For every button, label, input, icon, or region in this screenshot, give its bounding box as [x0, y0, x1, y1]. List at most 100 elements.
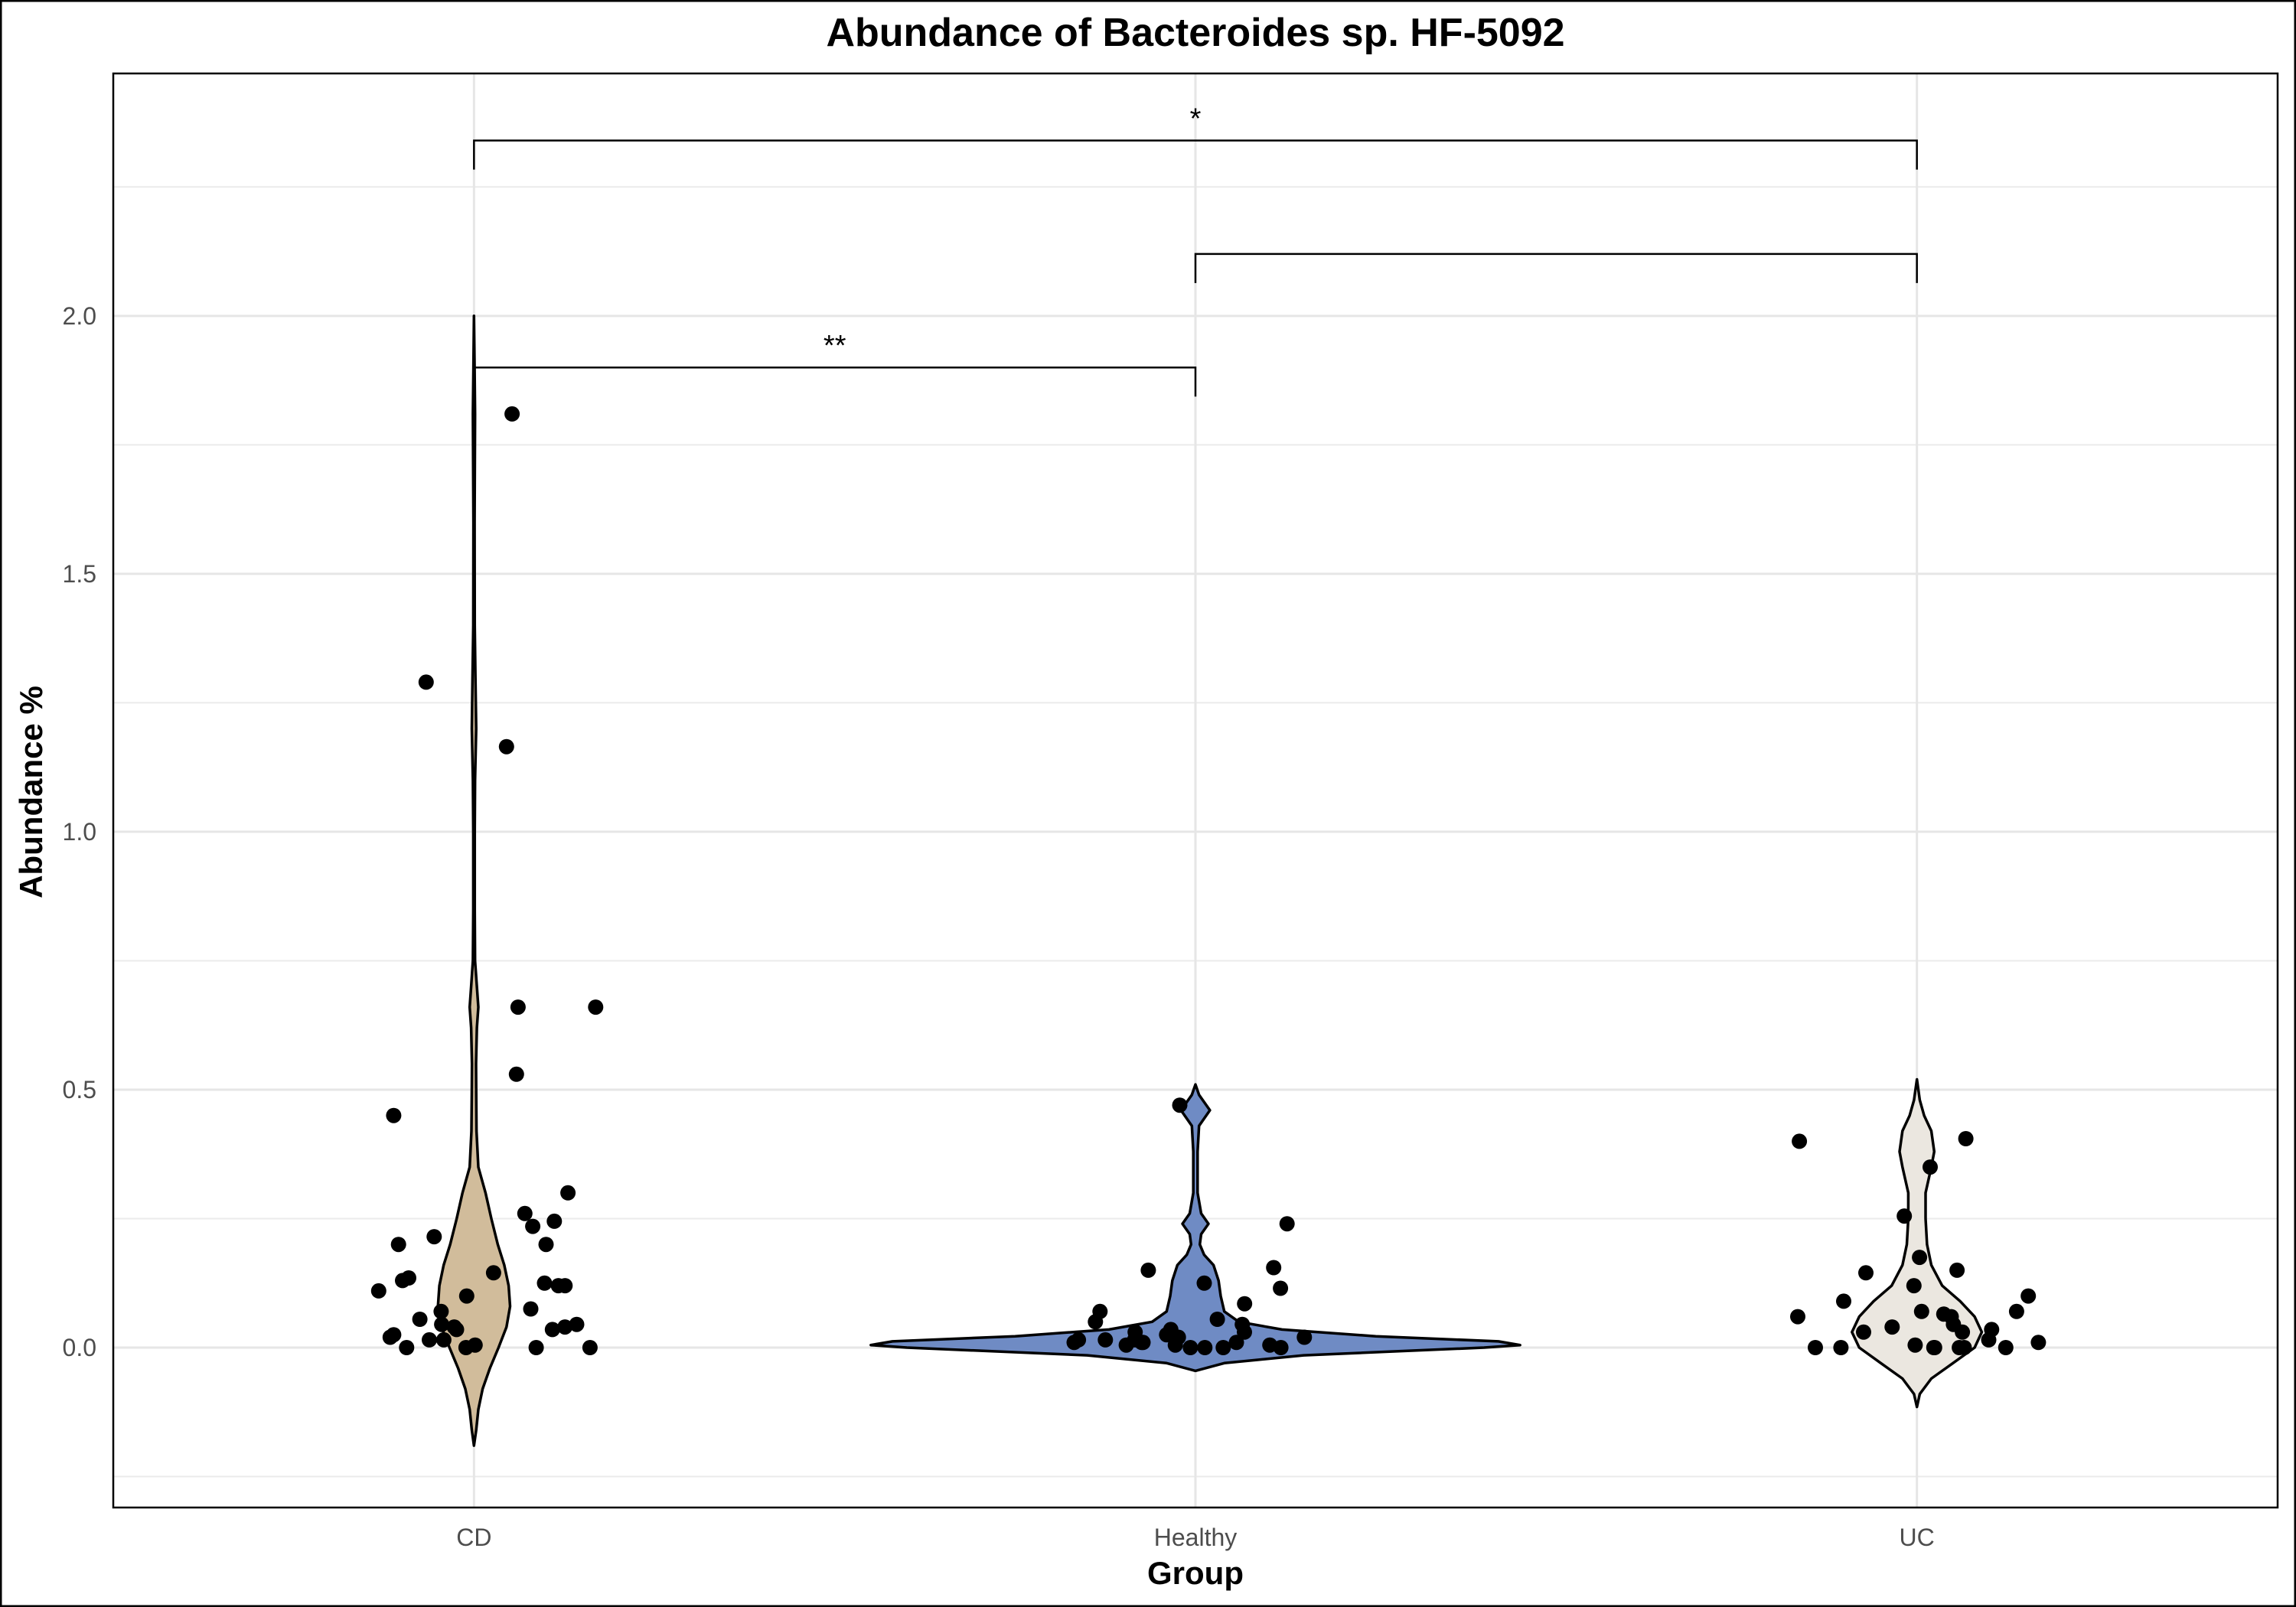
data-point: [560, 1185, 576, 1201]
data-point: [382, 1329, 398, 1345]
data-point: [399, 1340, 415, 1355]
data-point: [1912, 1250, 1928, 1266]
data-point: [434, 1316, 450, 1332]
data-point: [525, 1218, 541, 1234]
data-point: [418, 674, 434, 690]
data-point: [386, 1107, 402, 1123]
data-point: [1833, 1340, 1849, 1355]
x-tick-label: CD: [456, 1524, 491, 1551]
data-point: [1167, 1337, 1183, 1353]
data-point: [390, 1237, 406, 1253]
data-point: [1836, 1293, 1851, 1309]
data-point: [1906, 1278, 1922, 1294]
y-tick-label: 1.0: [63, 818, 96, 846]
data-point: [458, 1340, 474, 1355]
data-point: [1237, 1296, 1253, 1312]
violin-cd: [436, 315, 512, 1447]
data-point: [536, 1275, 553, 1291]
x-axis-title: Group: [1147, 1555, 1244, 1591]
data-point: [1949, 1262, 1965, 1278]
data-point: [458, 1288, 475, 1304]
data-point: [1808, 1340, 1823, 1355]
data-point: [1088, 1314, 1104, 1330]
significance-label: *: [1190, 103, 1202, 135]
data-point: [528, 1340, 544, 1355]
data-point: [508, 1066, 524, 1082]
data-point: [1955, 1324, 1971, 1340]
data-point: [1097, 1332, 1114, 1348]
data-point: [1266, 1260, 1282, 1276]
data-point: [582, 1340, 598, 1355]
data-point: [1296, 1329, 1313, 1345]
data-point: [2008, 1303, 2024, 1319]
significance-bracket: [473, 139, 1918, 170]
data-point: [370, 1283, 386, 1299]
data-point: [1279, 1216, 1295, 1232]
data-point: [1923, 1159, 1938, 1175]
y-tick-label: 2.0: [63, 302, 96, 330]
data-point: [1884, 1319, 1900, 1335]
violin-healthy: [869, 1083, 1521, 1373]
data-point: [422, 1332, 437, 1348]
data-point: [1133, 1335, 1150, 1351]
plot-area: 0.00.51.01.52.0CD Healthy UC***: [63, 72, 2279, 1551]
data-point: [395, 1273, 410, 1289]
data-point: [1792, 1133, 1808, 1149]
y-axis-title: Abundance %: [13, 686, 49, 898]
data-point: [1981, 1332, 1997, 1348]
data-point: [433, 1303, 449, 1319]
y-tick-label: 1.5: [63, 560, 96, 588]
data-point: [546, 1213, 563, 1229]
data-point: [1790, 1309, 1805, 1325]
data-point: [1209, 1312, 1225, 1327]
data-point: [2020, 1288, 2037, 1304]
data-point: [510, 999, 526, 1015]
data-point: [517, 1205, 533, 1221]
x-tick-label: Healthy: [1154, 1524, 1238, 1551]
data-point: [1913, 1303, 1929, 1319]
data-point: [1172, 1097, 1188, 1113]
data-point: [1182, 1340, 1199, 1355]
data-point: [412, 1312, 428, 1327]
x-tick-label: UC: [1900, 1524, 1935, 1551]
data-point: [1858, 1265, 1874, 1281]
data-point: [498, 738, 514, 755]
significance-label: **: [823, 330, 846, 362]
data-point: [1237, 1324, 1252, 1340]
data-point: [569, 1316, 585, 1332]
data-point: [448, 1322, 465, 1338]
data-point: [1273, 1280, 1289, 1296]
data-point: [557, 1319, 573, 1335]
data-point: [1118, 1337, 1134, 1353]
y-tick-label: 0.5: [63, 1076, 96, 1103]
data-point: [1228, 1335, 1244, 1351]
data-point: [1196, 1275, 1212, 1291]
data-point: [504, 406, 520, 422]
data-point: [435, 1332, 452, 1348]
data-point: [1197, 1340, 1213, 1355]
significance-bracket: [473, 366, 1197, 397]
data-point: [523, 1301, 539, 1317]
data-point: [538, 1237, 554, 1253]
data-point: [544, 1322, 560, 1338]
data-point: [550, 1278, 566, 1294]
data-point: [1958, 1131, 1974, 1146]
data-point: [426, 1229, 442, 1245]
chart-title: Abundance of Bacteroides sp. HF-5092: [826, 11, 1564, 55]
data-point: [1956, 1340, 1972, 1355]
data-point: [1907, 1337, 1923, 1353]
data-point: [1273, 1340, 1289, 1355]
plot-panel-border: [112, 72, 2279, 1509]
data-point: [1926, 1340, 1942, 1355]
significance-bracket: [1194, 253, 1918, 283]
y-tick-label: 0.0: [63, 1334, 96, 1361]
data-point: [1998, 1340, 2014, 1355]
data-point: [588, 999, 604, 1015]
data-point: [1140, 1262, 1156, 1278]
data-point: [2030, 1335, 2047, 1351]
data-point: [485, 1265, 501, 1281]
data-point: [1896, 1208, 1913, 1224]
data-point: [1066, 1335, 1082, 1351]
